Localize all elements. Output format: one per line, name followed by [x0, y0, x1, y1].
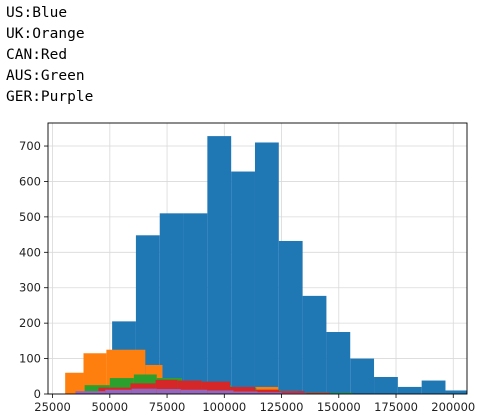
bar-us — [374, 376, 398, 394]
bar-us — [278, 240, 303, 394]
legend-line-uk: UK:Orange — [6, 26, 85, 42]
bar-us — [302, 295, 327, 394]
bar-us — [207, 136, 232, 395]
legend-line-us: US:Blue — [6, 5, 68, 21]
x-tick-label: 125000 — [260, 400, 304, 414]
bar-can — [255, 389, 280, 394]
y-tick-label: 600 — [19, 174, 41, 188]
bar-us — [326, 332, 351, 394]
x-tick-label: 175000 — [374, 400, 418, 414]
x-tick-labels: 25000 50000 75000 100000 125000 150000 175000 2… — [34, 400, 475, 414]
bar-can — [230, 386, 256, 394]
axis-ticks — [44, 145, 454, 398]
x-tick-label: 25000 — [34, 400, 71, 414]
series-ger — [75, 388, 330, 394]
bar-ger — [180, 389, 208, 394]
x-tick-label: 75000 — [149, 400, 186, 414]
y-tick-label: 0 — [34, 387, 41, 401]
bar-us — [421, 380, 446, 394]
histogram-bars — [65, 136, 467, 395]
y-tick-label: 400 — [19, 245, 41, 259]
bar-can — [279, 391, 305, 394]
legend-line-ger: GER:Purple — [6, 89, 94, 105]
y-tick-label: 500 — [19, 210, 41, 224]
bar-aus — [84, 385, 110, 394]
x-tick-label: 50000 — [92, 400, 129, 414]
y-tick-label: 300 — [19, 281, 41, 295]
x-tick-label: 150000 — [317, 400, 361, 414]
x-tick-label: 100000 — [202, 400, 246, 414]
bar-us — [254, 142, 279, 394]
plot-frame — [47, 122, 468, 395]
y-tick-label: 700 — [19, 139, 41, 153]
bar-ger — [257, 392, 282, 394]
bar-us — [350, 358, 375, 394]
bar-uk — [65, 372, 84, 394]
bar-us — [159, 213, 184, 394]
bar-us — [231, 171, 255, 394]
series-us — [112, 136, 467, 395]
bar-ger — [233, 391, 258, 394]
bar-ger — [105, 389, 132, 394]
bar-uk — [83, 353, 107, 394]
bar-us — [183, 213, 208, 394]
legend-line-aus: AUS:Green — [6, 68, 85, 84]
y-tick-label: 200 — [19, 316, 41, 330]
bar-ger — [75, 391, 106, 394]
bar-ger — [281, 392, 307, 394]
y-tick-label: 100 — [19, 352, 41, 366]
legend-line-can: CAN:Red — [6, 47, 68, 63]
y-tick-labels: 0 100 200 300 400 500 600 700 — [19, 139, 41, 401]
bar-us — [445, 390, 467, 394]
x-tick-label: 200000 — [431, 400, 475, 414]
bar-aus — [328, 392, 353, 394]
output-text: US:Blue UK:Orange CAN:Red AUS:Green GER:Purp… — [6, 3, 93, 108]
bar-us — [397, 386, 422, 394]
bar-ger — [131, 388, 157, 394]
bar-ger — [207, 390, 234, 394]
bar-ger — [156, 389, 181, 394]
